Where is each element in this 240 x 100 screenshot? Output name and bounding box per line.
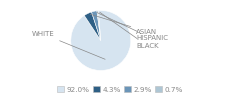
Text: HISPANIC: HISPANIC (97, 12, 168, 41)
Text: ASIAN: ASIAN (90, 14, 157, 34)
Text: BLACK: BLACK (100, 12, 159, 49)
Wedge shape (91, 11, 101, 40)
Wedge shape (71, 10, 131, 70)
Wedge shape (97, 11, 101, 41)
Legend: 92.0%, 4.3%, 2.9%, 0.7%: 92.0%, 4.3%, 2.9%, 0.7% (54, 83, 186, 95)
Text: WHITE: WHITE (31, 31, 105, 59)
Wedge shape (84, 12, 101, 40)
